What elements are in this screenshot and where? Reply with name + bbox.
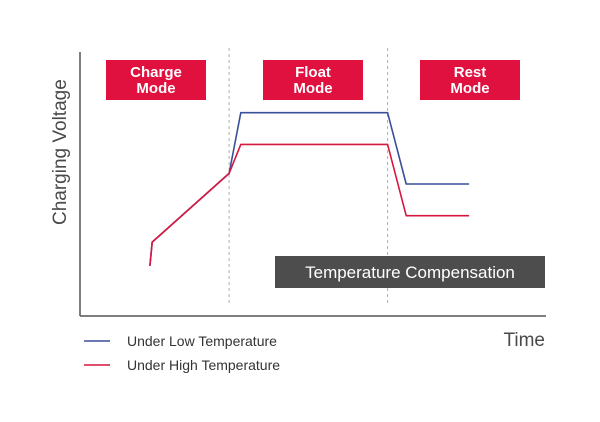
mode-box-background bbox=[106, 60, 206, 100]
series-line-1 bbox=[149, 111, 470, 266]
mode-label-line: Rest bbox=[454, 64, 487, 81]
mode-box-background bbox=[420, 60, 520, 100]
mode-box-background bbox=[263, 60, 363, 100]
temperature-compensation-banner: Temperature Compensation bbox=[275, 256, 545, 288]
banner-text: Temperature Compensation bbox=[305, 263, 515, 282]
mode-label-line: Mode bbox=[293, 80, 332, 97]
mode-label-line: Mode bbox=[136, 80, 175, 97]
x-axis-label: Time bbox=[503, 330, 545, 351]
legend-label-2: Under High Temperature bbox=[127, 357, 280, 373]
series-line-2 bbox=[149, 143, 470, 266]
y-axis-label: Charging Voltage bbox=[50, 79, 71, 225]
mode-label-line: Mode bbox=[450, 80, 489, 97]
mode-label-line: Float bbox=[295, 64, 331, 81]
legend-label-1: Under Low Temperature bbox=[127, 333, 277, 349]
banner-background bbox=[275, 256, 545, 288]
mode-label-line: Charge bbox=[130, 64, 182, 81]
